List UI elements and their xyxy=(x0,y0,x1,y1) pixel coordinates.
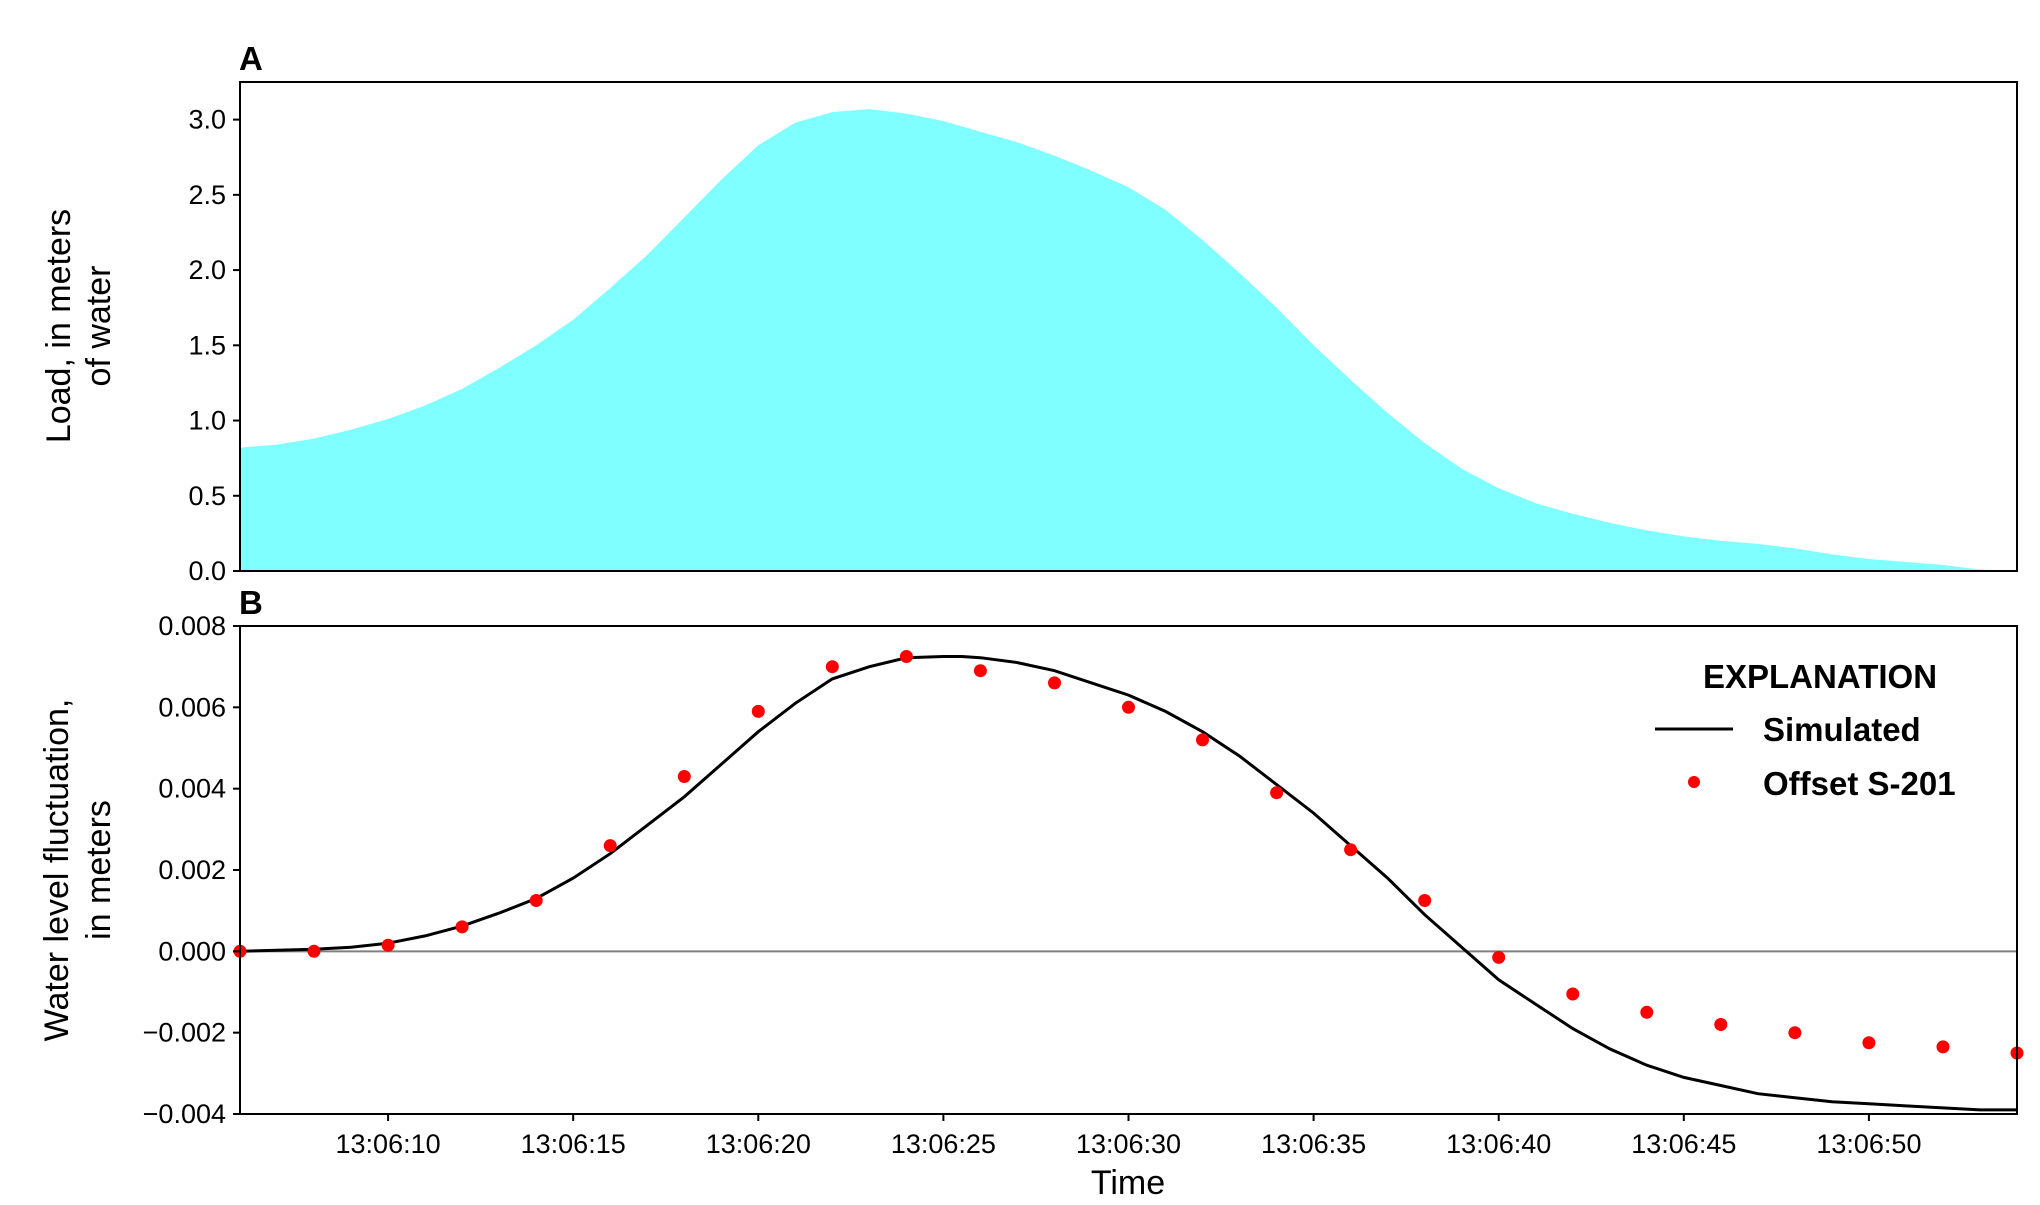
panel-b-letter: B xyxy=(239,584,263,621)
panel-a: A 0.00.51.01.52.02.53.0 Load, in meters … xyxy=(40,40,2018,586)
offset-s201-point xyxy=(751,704,765,718)
offset-s201-point xyxy=(1418,894,1432,907)
offset-s201-point xyxy=(1270,786,1284,800)
panel-a-letter: A xyxy=(239,40,263,77)
offset-s201-point xyxy=(1936,1040,1950,1054)
offset-s201-point xyxy=(899,650,913,663)
offset-s201-point xyxy=(825,660,839,674)
panel-b-x-tick-label: 13:06:20 xyxy=(706,1129,811,1159)
panel-a-y-tick-label: 2.0 xyxy=(188,255,226,285)
offset-s201-point xyxy=(973,664,987,678)
panel-a-y-tick-label: 1.5 xyxy=(188,330,226,360)
panel-b-y-tick-label: 0.004 xyxy=(158,774,226,804)
offset-s201-point xyxy=(307,944,321,958)
offset-s201-point xyxy=(603,839,617,853)
panel-b-x-tick-label: 13:06:15 xyxy=(521,1129,626,1159)
panel-b-y-tick-label: −0.002 xyxy=(143,1018,226,1048)
offset-s201-point xyxy=(529,894,543,907)
panel-b-y-tick-label: −0.004 xyxy=(143,1099,226,1129)
panel-b-x-tick-label: 13:06:35 xyxy=(1261,1129,1366,1159)
offset-s201-point xyxy=(381,938,395,952)
panel-a-y-label-line2: of water xyxy=(80,266,118,387)
panel-b: B 0.0080.0060.0040.0020.000−0.002−0.004 … xyxy=(38,584,2024,1202)
legend: EXPLANATION Simulated Offset S-201 xyxy=(1655,658,1956,802)
offset-s201-point xyxy=(1048,676,1061,690)
offset-s201-point xyxy=(1344,843,1358,857)
panel-b-y-label-line2: in meters xyxy=(80,800,118,940)
panel-b-y-ticks: 0.008 0.006 0.004 0.002 0.000 −0.002 −0.004 xyxy=(143,611,240,1129)
panel-a-y-tick-label: 1.0 xyxy=(188,406,226,436)
panel-a-y-tick-label: 2.5 xyxy=(188,180,226,210)
panel-b-y-tick-label: 0.008 xyxy=(158,611,226,641)
legend-simulated-label: Simulated xyxy=(1763,711,1921,748)
panel-b-x-tick-label: 13:06:45 xyxy=(1631,1129,1736,1159)
panel-b-y-tick-label: 0.000 xyxy=(158,936,226,966)
offset-s201-points xyxy=(233,650,2024,1060)
offset-s201-point xyxy=(1492,950,1506,964)
panel-b-x-tick-label: 13:06:10 xyxy=(336,1129,441,1159)
offset-s201-point xyxy=(1714,1018,1728,1031)
offset-s201-point xyxy=(1122,700,1135,714)
panel-b-x-tick-label: 13:06:40 xyxy=(1446,1129,1551,1159)
panel-b-x-tick-label: 13:06:50 xyxy=(1816,1129,1921,1159)
offset-s201-point xyxy=(1566,987,1580,1001)
offset-s201-point xyxy=(1196,733,1209,747)
panel-b-frame xyxy=(239,625,2018,1115)
panel-b-y-tick-label: 0.006 xyxy=(158,692,226,722)
panel-a-y-tick-label: 0.5 xyxy=(188,481,226,511)
panel-b-y-label-line1: Water level fluctuation, xyxy=(38,699,76,1042)
offset-s201-point xyxy=(1640,1005,1654,1019)
legend-offset-label: Offset S-201 xyxy=(1763,765,1956,802)
panel-a-y-tick-label: 3.0 xyxy=(188,105,226,135)
offset-s201-point xyxy=(1788,1026,1802,1040)
legend-offset-swatch xyxy=(1688,776,1700,788)
legend-title: EXPLANATION xyxy=(1703,658,1937,695)
x-axis-label: Time xyxy=(1091,1164,1165,1200)
offset-s201-point xyxy=(677,770,691,783)
panel-a-y-tick-label: 0.0 xyxy=(188,556,226,586)
panel-b-x-tick-label: 13:06:30 xyxy=(1076,1129,1181,1159)
offset-s201-point xyxy=(455,920,469,934)
panel-a-y-ticks: 0.0 0.5 1.0 1.5 2.0 2.5 3.0 xyxy=(188,105,240,586)
panel-a-y-label-line1: Load, in meters xyxy=(40,209,78,443)
panel-a-frame xyxy=(239,81,2018,572)
panel-b-x-ticks: 13:06:10 13:06:15 13:06:20 13:06:25 13:06:30… xyxy=(336,1114,1921,1159)
offset-s201-point xyxy=(1862,1036,1876,1050)
simulated-line xyxy=(239,655,2017,1112)
panel-b-x-tick-label: 13:06:25 xyxy=(891,1129,996,1159)
panel-b-y-tick-label: 0.002 xyxy=(158,855,226,885)
load-area xyxy=(240,109,2017,571)
